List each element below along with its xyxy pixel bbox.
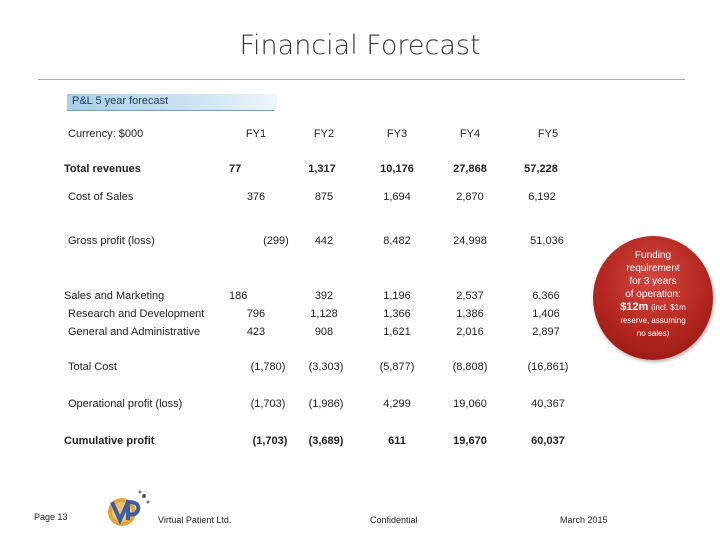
page-number: Page 13 xyxy=(34,512,68,522)
table-cell: 57,228 xyxy=(524,163,558,175)
confidential-label: Confidential xyxy=(370,515,418,525)
badge-line: requirement xyxy=(626,263,680,274)
table-cell: (5,877) xyxy=(379,361,415,373)
table-cell: 60,037 xyxy=(531,435,565,447)
footer-date: March 2015 xyxy=(560,515,608,525)
table-cell: 2,537 xyxy=(456,290,484,302)
year-header: FY1 xyxy=(245,128,267,140)
badge-amount: $12m xyxy=(620,301,649,313)
table-cell: (1,780) xyxy=(250,361,286,373)
table-cell: 2,870 xyxy=(456,191,484,203)
table-cell: 10,176 xyxy=(380,163,414,175)
table-cell: 376 xyxy=(246,191,266,203)
table-cell: 442 xyxy=(314,235,334,247)
table-cell: (1,703) xyxy=(252,435,288,447)
row-label-sales-marketing: Sales and Marketing xyxy=(64,290,165,302)
table-cell: 1,694 xyxy=(383,191,411,203)
table-cell: 1,366 xyxy=(383,308,411,320)
table-cell: 1,621 xyxy=(383,326,411,338)
table-cell: 392 xyxy=(314,290,334,302)
row-label-cumulative-profit: Cumulative profit xyxy=(64,435,155,447)
table-cell: 4,299 xyxy=(383,398,411,410)
table-cell: (8,808) xyxy=(452,361,488,373)
year-header: FY2 xyxy=(313,128,335,140)
year-header: FY3 xyxy=(386,128,408,140)
table-cell: (299) xyxy=(263,235,289,247)
table-cell: 6,366 xyxy=(532,290,560,302)
table-cell: 19,670 xyxy=(453,435,487,447)
table-cell: (1,703) xyxy=(250,398,286,410)
row-label-cost-of-sales: Cost of Sales xyxy=(68,191,134,203)
title-divider xyxy=(38,79,685,80)
table-cell: 1,128 xyxy=(310,308,338,320)
badge-line: of operation: xyxy=(625,289,681,300)
currency-label: Currency: $000 xyxy=(68,128,144,140)
table-cell: 51,036 xyxy=(530,235,564,247)
table-cell: 611 xyxy=(388,435,406,447)
funding-badge xyxy=(593,236,713,360)
funding-badge-text: Funding requirement for 3 years of opera… xyxy=(593,249,713,340)
year-header: FY5 xyxy=(537,128,559,140)
table-cell: 8,482 xyxy=(383,235,411,247)
page-title: Financial Forecast xyxy=(239,30,481,61)
table-cell: 77 xyxy=(229,163,242,175)
table-cell: 40,367 xyxy=(531,398,565,410)
table-cell: 6,192 xyxy=(528,191,556,203)
row-label-total-cost: Total Cost xyxy=(68,361,117,373)
table-cell: 1,317 xyxy=(308,163,336,175)
table-cell: 19,060 xyxy=(453,398,487,410)
table-cell: 2,897 xyxy=(532,326,560,338)
section-label: P&L 5 year forecast xyxy=(72,95,169,107)
badge-line: for 3 years xyxy=(629,276,677,287)
table-cell: 423 xyxy=(246,326,266,338)
year-header: FY4 xyxy=(459,128,481,140)
row-label-operational-profit: Operational profit (loss) xyxy=(68,398,183,410)
badge-amount-note: (incl. $1m xyxy=(651,303,686,312)
table-cell: (3,303) xyxy=(308,361,344,373)
section-tab: P&L 5 year forecast xyxy=(67,94,277,110)
badge-line: no sales) xyxy=(636,329,670,338)
badge-amount-line: $12m (incl. $1m xyxy=(593,301,713,314)
badge-line: Funding xyxy=(634,250,672,261)
table-cell: 2,016 xyxy=(456,326,484,338)
row-label-total-revenues: Total revenues xyxy=(64,163,141,175)
section-divider xyxy=(67,110,275,111)
row-label-gross-profit: Gross profit (loss) xyxy=(68,235,155,247)
table-cell: (1,986) xyxy=(308,398,344,410)
table-cell: 1,386 xyxy=(456,308,484,320)
table-cell: 908 xyxy=(314,326,334,338)
table-cell: 796 xyxy=(246,308,266,320)
table-cell: (16,861) xyxy=(527,361,569,373)
row-label-general-admin: General and Administrative xyxy=(68,326,201,338)
table-cell: (3,689) xyxy=(308,435,344,447)
table-cell: 186 xyxy=(229,290,248,302)
table-cell: 1,406 xyxy=(532,308,560,320)
table-cell: 24,998 xyxy=(453,235,487,247)
table-cell: 875 xyxy=(314,191,334,203)
badge-line: reserve, assuming xyxy=(620,316,686,325)
company-name: Virtual Patient Ltd. xyxy=(158,515,232,525)
table-cell: 1,196 xyxy=(383,290,411,302)
vp-logo-icon xyxy=(108,490,150,526)
table-cell: 27,868 xyxy=(453,163,487,175)
row-label-research-development: Research and Development xyxy=(68,308,205,320)
